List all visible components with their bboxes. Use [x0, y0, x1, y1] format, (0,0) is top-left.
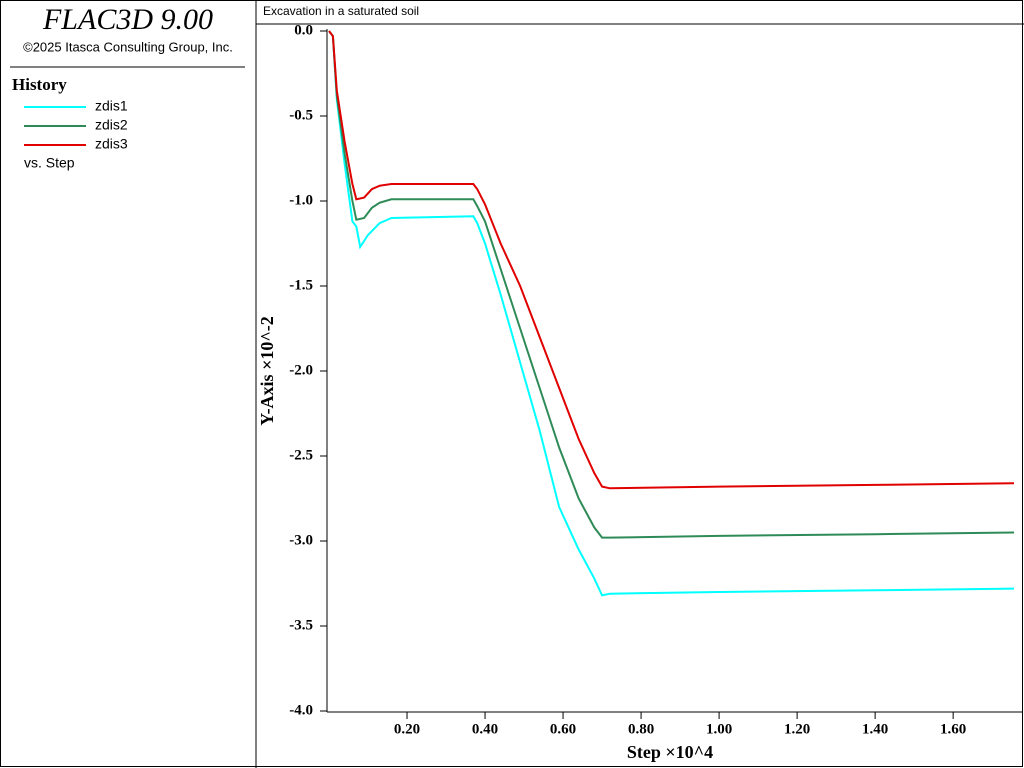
app-title: FLAC3D 9.00 [42, 3, 213, 36]
y-tick-label: -3.0 [289, 532, 313, 548]
copyright: ©2025 Itasca Consulting Group, Inc. [23, 39, 233, 54]
series-line [328, 30, 1015, 539]
y-tick-label: -2.5 [289, 447, 313, 463]
legend-label: zdis3 [95, 136, 128, 152]
y-tick-label: -1.5 [289, 277, 313, 293]
y-tick-label: -3.5 [289, 617, 313, 633]
x-tick-label: 0.60 [550, 721, 576, 737]
y-tick-label: -1.0 [289, 192, 313, 208]
y-tick-label: -2.0 [289, 362, 313, 378]
x-axis-label: Step ×10^4 [627, 742, 713, 762]
x-tick-label: 1.40 [862, 721, 888, 737]
series-line [328, 30, 1015, 597]
x-tick-label: 0.40 [472, 721, 498, 737]
x-tick-label: 1.00 [706, 721, 732, 737]
section-title: History [12, 75, 67, 94]
y-tick-label: -0.5 [289, 107, 313, 123]
x-tick-label: 0.20 [394, 721, 420, 737]
y-tick-label: -4.0 [289, 702, 313, 718]
chart-title: Excavation in a saturated soil [263, 4, 419, 18]
y-axis-label: Y-Axis ×10^-2 [257, 316, 277, 426]
series-line [328, 30, 1015, 490]
legend-label: zdis2 [95, 117, 128, 133]
x-tick-label: 1.20 [784, 721, 810, 737]
x-tick-label: 0.80 [628, 721, 654, 737]
vs-label: vs. Step [24, 155, 75, 171]
legend-label: zdis1 [95, 98, 128, 114]
x-tick-label: 1.60 [940, 721, 966, 737]
y-tick-label: 0.0 [294, 22, 313, 38]
